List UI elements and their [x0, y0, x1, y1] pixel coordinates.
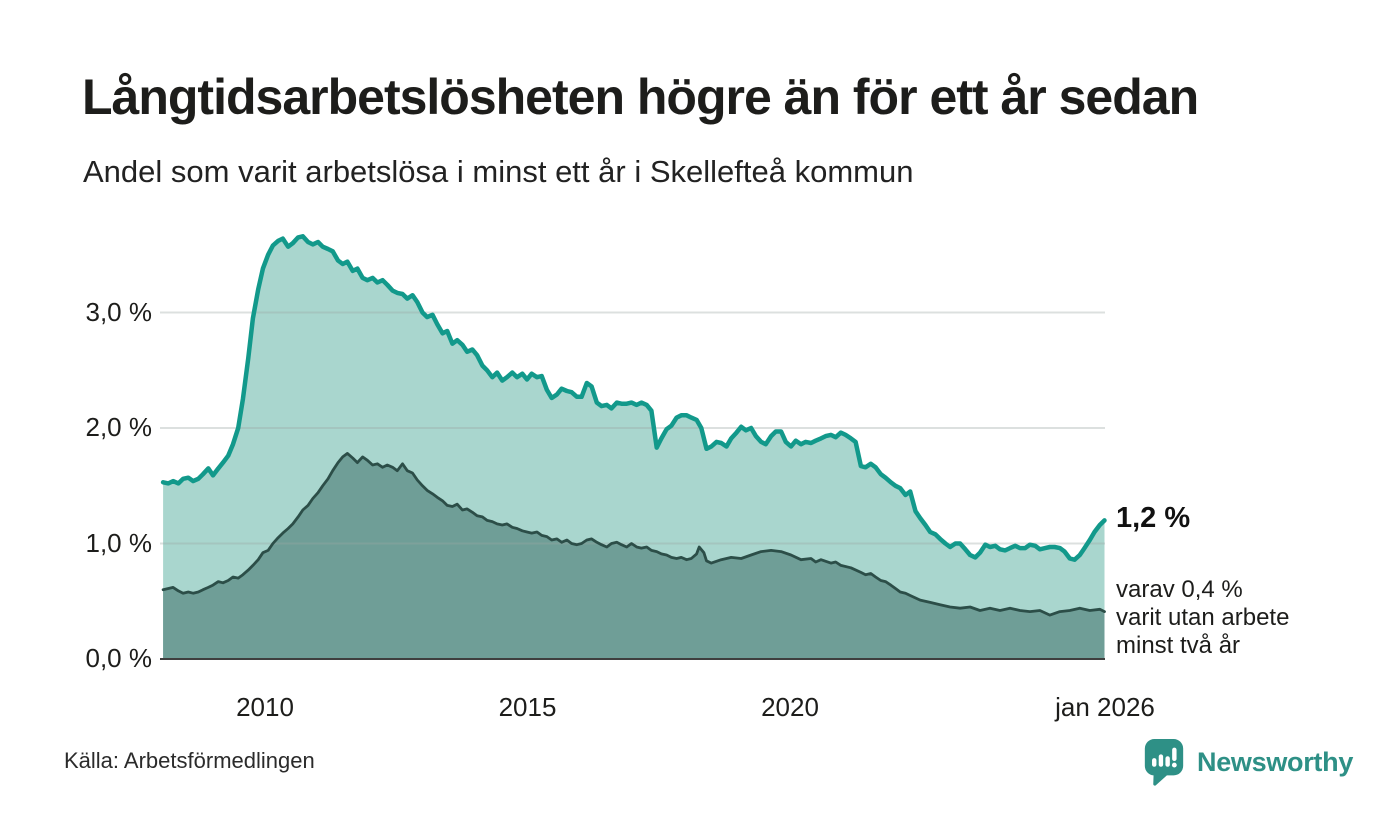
page-title: Långtidsarbetslösheten högre än för ett …: [82, 69, 1199, 125]
y-tick-label: 2,0 %: [85, 412, 153, 442]
secondary-value-line: minst två år: [1116, 632, 1241, 659]
series-line-one-year: [160, 234, 1107, 562]
series-line-two-years: [161, 452, 1106, 617]
source-attribution: Källa: Arbetsförmedlingen: [64, 748, 315, 773]
page-subtitle: Andel som varit arbetslösa i minst ett å…: [83, 154, 914, 189]
x-tick-label: 2010: [236, 692, 294, 722]
brand-logo: Newsworthy: [1141, 736, 1353, 788]
y-tick-label: 3,0 %: [85, 296, 153, 327]
secondary-value-line: varav 0,4 %: [1116, 576, 1243, 603]
secondary-value-label: varav 0,4 % varit utan arbete minst två …: [1116, 576, 1289, 660]
newsworthy-badge-icon: [1141, 736, 1187, 788]
x-tick-label: 2015: [498, 692, 557, 722]
y-tick-label: 0,0 %: [85, 643, 153, 673]
y-tick-label: 1,0 %: [85, 527, 153, 558]
latest-value-label: 1,2 %: [1116, 502, 1191, 535]
secondary-value-line: varit utan arbete: [1116, 604, 1290, 631]
brand-wordmark: Newsworthy: [1197, 746, 1354, 777]
x-tick-label: jan 2026: [1055, 692, 1155, 722]
x-tick-label: 2020: [761, 692, 819, 722]
series-area-two-years: [163, 453, 1105, 659]
